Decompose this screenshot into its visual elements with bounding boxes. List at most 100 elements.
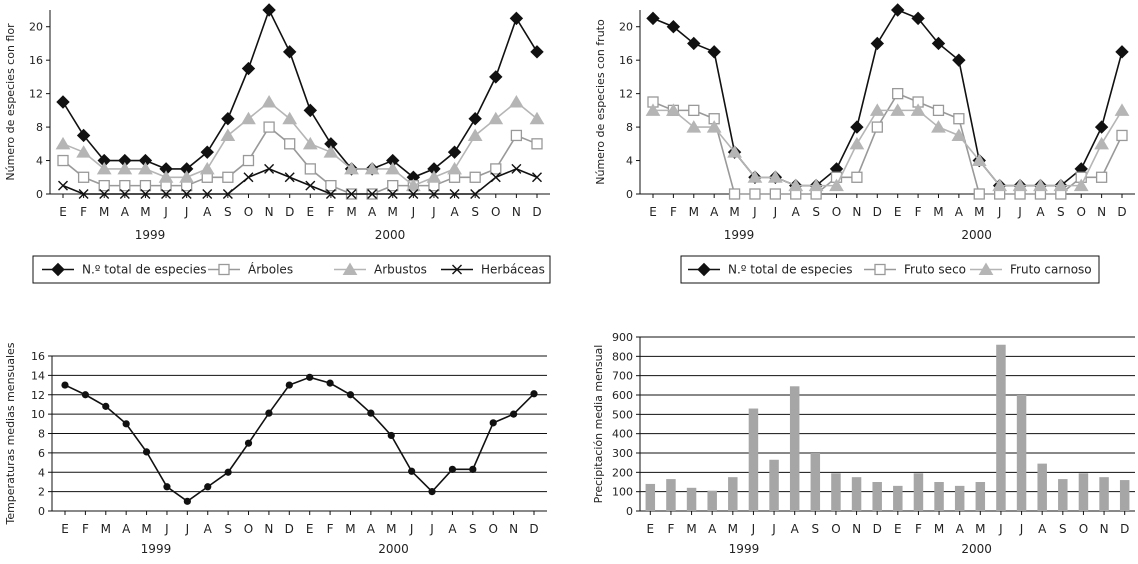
data-point [449, 189, 460, 199]
bar [934, 482, 944, 511]
data-point [224, 468, 232, 476]
bar [789, 386, 800, 511]
x-tick-label: O [488, 522, 497, 536]
data-point [448, 465, 457, 473]
data-point [808, 178, 824, 192]
y-tick-label: 16 [619, 54, 633, 67]
data-point [490, 163, 502, 175]
x-tick-label: F [915, 522, 922, 536]
series-line [62, 100, 538, 187]
x-tick-label: A [204, 522, 213, 536]
data-point [1094, 120, 1109, 134]
x-tick-label: J [1019, 522, 1024, 536]
data-point [747, 170, 763, 183]
data-point [953, 113, 965, 125]
data-point [1095, 171, 1108, 183]
data-point [222, 189, 233, 199]
data-point [244, 439, 253, 447]
data-point [646, 11, 660, 26]
data-point [179, 170, 195, 183]
data-point [447, 161, 462, 175]
data-point [119, 179, 131, 192]
x-tick-label: F [327, 205, 334, 219]
x-tick-label: A [1038, 522, 1047, 536]
data-point [426, 170, 442, 183]
legend-marker [51, 262, 65, 277]
legend: N.º total de especies Fruto seco Fruto car… [680, 255, 1100, 284]
y-axis-title: Precipitación media mensual [592, 345, 605, 504]
y-tick-label: 16 [29, 54, 43, 67]
data-point [117, 161, 133, 175]
data-point [200, 145, 214, 159]
x-tick-label: J [751, 522, 756, 536]
x-tick-label: J [1017, 205, 1022, 219]
y-tick-label: 200 [612, 466, 633, 479]
x-tick-label: M [99, 205, 109, 219]
data-point [469, 171, 481, 183]
x-tick-label: A [708, 522, 717, 536]
x-tick-label: O [244, 205, 253, 219]
x-tick-label: J [409, 522, 414, 536]
x-tick-label: O [1076, 205, 1085, 219]
x-tick-label: F [667, 522, 674, 536]
data-point [78, 189, 89, 199]
data-point [1073, 178, 1089, 192]
x-tick-label: E [894, 205, 902, 219]
data-point [303, 103, 318, 118]
x-tick-label: E [649, 205, 657, 219]
x-tick-label: N [1097, 205, 1106, 219]
year-label: 2000 [375, 228, 406, 242]
x-tick-label: O [832, 205, 841, 219]
series-line [62, 168, 538, 195]
data-point [510, 129, 523, 142]
x-tick-label: F [327, 522, 334, 536]
data-point [220, 128, 236, 141]
x-tick-label: D [1120, 522, 1129, 536]
x-tick-label: D [873, 205, 882, 219]
data-point [138, 161, 153, 175]
bar [666, 479, 676, 511]
year-label: 1999 [141, 542, 172, 556]
data-point [490, 172, 501, 183]
y-tick-label: 400 [612, 428, 633, 441]
data-point [788, 178, 804, 192]
data-point [871, 121, 883, 133]
data-point [221, 112, 235, 126]
data-point [99, 189, 110, 199]
data-point [76, 145, 91, 158]
x-tick-label: S [224, 522, 232, 536]
x-tick-label: M [689, 205, 699, 219]
bar [645, 483, 656, 511]
x-tick-label: A [368, 205, 377, 219]
bar [996, 344, 1006, 511]
y-tick-label: 0 [626, 505, 633, 518]
data-point [61, 381, 69, 389]
data-point [892, 87, 904, 100]
data-point [241, 111, 256, 125]
data-point [81, 391, 89, 399]
x-tick-label: J [429, 522, 434, 536]
data-point [181, 189, 192, 199]
legend-marker [218, 263, 230, 276]
x-tick-label: J [184, 205, 189, 219]
data-point [387, 431, 395, 440]
x-tick-label: D [873, 522, 882, 536]
x-tick-label: N [265, 205, 274, 219]
legend-label: Herbáceas [481, 263, 545, 277]
x-tick-label: S [1057, 205, 1065, 219]
data-point [55, 136, 71, 150]
data-point [243, 172, 254, 183]
data-point [367, 189, 378, 199]
bar [954, 485, 965, 511]
data-point [666, 103, 681, 116]
data-point [932, 104, 945, 117]
data-point [119, 189, 130, 199]
data-point [470, 189, 481, 199]
data-point [707, 45, 721, 59]
y-axis-title: Número de especies con fruto [594, 19, 607, 185]
y-tick-label: 8 [38, 428, 45, 441]
legend-marker [697, 262, 711, 277]
x-tick-label: A [448, 522, 457, 536]
